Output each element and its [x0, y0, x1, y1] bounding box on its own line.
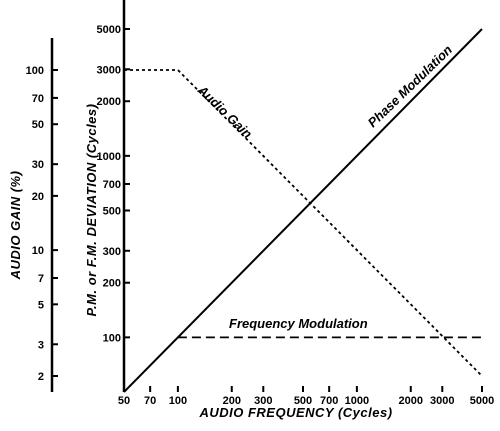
x-tick-label-5000: 5000	[470, 395, 494, 407]
gain-tick-label-20: 20	[32, 191, 44, 203]
ticks-group: 50 70 100 200 300 500 700 1000 2000 3000 5000 100 20…	[26, 24, 495, 407]
x-tick-label-100: 100	[169, 395, 187, 407]
deviation-tick-label-2000: 2000	[97, 96, 121, 108]
gain-axis-title: AUDIO GAIN (%)	[8, 171, 23, 281]
x-tick-label-70: 70	[144, 395, 156, 407]
deviation-tick-label-300: 300	[103, 246, 121, 258]
x-tick-label-3000: 3000	[430, 395, 454, 407]
gain-tick-label-70: 70	[32, 93, 44, 105]
deviation-tick-label-700: 700	[103, 179, 121, 191]
deviation-tick-label-1000: 1000	[97, 151, 121, 163]
audio-gain-label: Audio Gain	[194, 82, 255, 142]
series-line-phase-modulation	[123, 28, 483, 393]
gain-tick-label-3: 3	[38, 339, 44, 351]
x-tick-label-2000: 2000	[399, 395, 423, 407]
x-tick-label-1000: 1000	[345, 395, 369, 407]
x-axis-title: AUDIO FREQUENCY (Cycles)	[198, 405, 392, 420]
gain-tick-label-5: 5	[38, 299, 44, 311]
phase-modulation-label: Phase Modulation	[365, 42, 455, 130]
frequency-modulation-label: Frequency Modulation	[229, 316, 368, 331]
deviation-tick-label-3000: 3000	[97, 64, 121, 76]
deviation-tick-label-500: 500	[103, 206, 121, 218]
gain-tick-label-100: 100	[26, 65, 44, 77]
series-group	[123, 28, 483, 393]
gain-tick-label-50: 50	[32, 119, 44, 131]
deviation-axis-title: P.M. or F.M. DEVIATION (Cycles)	[84, 104, 99, 317]
deviation-tick-label-200: 200	[103, 278, 121, 290]
x-tick-label-300: 300	[254, 395, 272, 407]
deviation-tick-label-5000: 5000	[97, 24, 121, 36]
x-tick-label-50: 50	[118, 395, 130, 407]
x-tick-label-200: 200	[223, 395, 241, 407]
gain-tick-label-10: 10	[32, 245, 44, 257]
labels-group: AUDIO GAIN (%) P.M. or F.M. DEVIATION (C…	[8, 42, 455, 420]
gain-tick-label-7: 7	[38, 273, 44, 285]
x-tick-label-500: 500	[294, 395, 312, 407]
gain-tick-label-2: 2	[38, 371, 44, 383]
deviation-tick-label-100: 100	[103, 332, 121, 344]
x-tick-label-700: 700	[320, 395, 338, 407]
gain-tick-label-30: 30	[32, 159, 44, 171]
